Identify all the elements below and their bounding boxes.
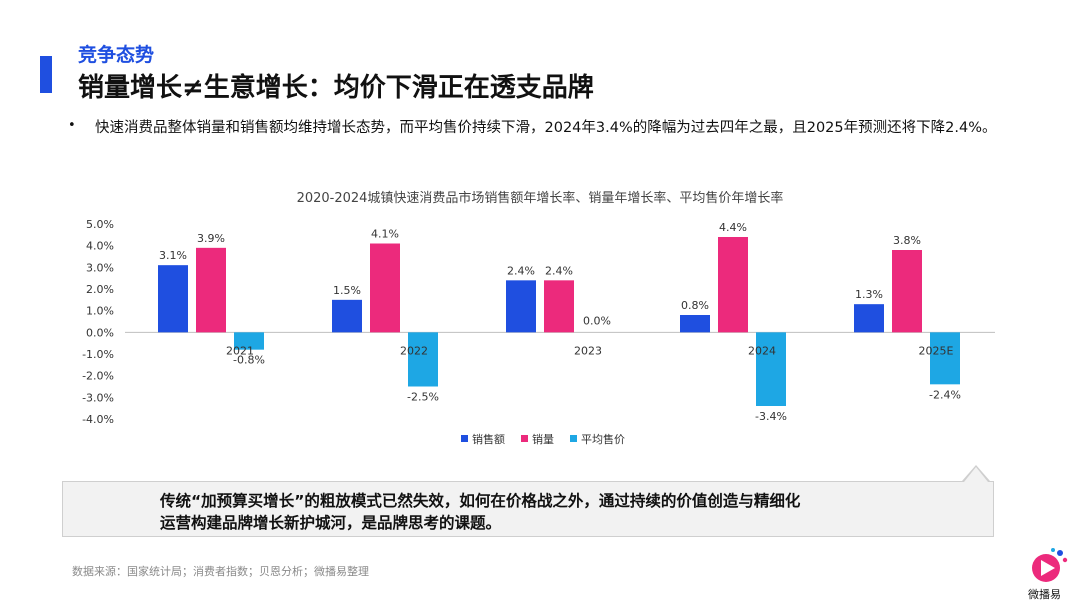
y-tick-label: 5.0%: [86, 218, 114, 231]
callout-notch-fill: [964, 467, 988, 482]
callout-line-1: 传统“加预算买增长”的粗放模式已然失效，如何在价格战之外，通过持续的价值创造与精…: [160, 492, 801, 510]
bar-销售额-2021: [158, 265, 188, 333]
data-label: 1.5%: [333, 284, 361, 297]
data-label: 0.0%: [583, 314, 611, 327]
y-tick-label: -3.0%: [82, 391, 114, 404]
legend-swatch: [570, 435, 577, 442]
x-tick-label: 2025E: [919, 344, 954, 357]
data-label: 3.9%: [197, 232, 225, 245]
bar-销量-2023: [544, 280, 574, 333]
y-tick-label: -1.0%: [82, 348, 114, 361]
data-label: -0.8%: [233, 354, 265, 367]
data-label: 4.1%: [371, 228, 399, 241]
source-note: 数据来源：国家统计局；消费者指数；贝恩分析；微播易整理: [72, 565, 369, 578]
data-label: 4.4%: [719, 221, 747, 234]
logo-text: 微播易: [1028, 588, 1061, 601]
bar-销售额-2024: [680, 315, 710, 333]
logo-icon: [1032, 548, 1068, 582]
legend-swatch: [521, 435, 528, 442]
y-tick-label: -4.0%: [82, 413, 114, 426]
bar-chart: 2020-2024城镇快速消费品市场销售额年增长率、销量年增长率、平均售价年增长…: [82, 190, 995, 446]
data-label: -2.4%: [929, 388, 961, 401]
x-tick-label: 2023: [574, 344, 602, 357]
y-tick-label: 0.0%: [86, 326, 114, 339]
legend-label: 平均售价: [581, 432, 625, 446]
x-tick-label: 2022: [400, 344, 428, 357]
bullet-text: 快速消费品整体销量和销售额均维持增长态势，而平均售价持续下滑，2024年3.4%…: [95, 120, 997, 136]
bar-销售额-2025E: [854, 304, 884, 333]
bar-销量-2025E: [892, 250, 922, 333]
y-tick-label: 2.0%: [86, 283, 114, 296]
legend-swatch: [461, 435, 468, 442]
y-tick-label: 1.0%: [86, 305, 114, 318]
data-label: 1.3%: [855, 288, 883, 301]
x-tick-label: 2024: [748, 344, 776, 357]
legend-label: 销售额: [472, 432, 505, 446]
data-label: 0.8%: [681, 299, 709, 312]
x-tick-label: 2021: [226, 344, 254, 357]
data-label: -3.4%: [755, 410, 787, 423]
y-tick-label: 3.0%: [86, 261, 114, 274]
bar-销量-2024: [718, 237, 748, 333]
y-tick-label: 4.0%: [86, 240, 114, 253]
bar-销售额-2023: [506, 280, 536, 333]
section-label: 竞争态势: [78, 44, 155, 66]
bar-销售额-2022: [332, 299, 362, 333]
data-label: 3.8%: [893, 234, 921, 247]
bullet-dot: •: [68, 118, 76, 133]
bar-平均售价-2024: [756, 332, 786, 406]
data-label: -2.5%: [407, 391, 439, 404]
callout-line-2: 运营构建品牌增长新护城河，是品牌思考的课题。: [160, 514, 502, 532]
bar-平均售价-2021: [234, 332, 264, 350]
bar-销量-2021: [196, 247, 226, 333]
callout-box: [62, 481, 994, 537]
chart-title: 2020-2024城镇快速消费品市场销售额年增长率、销量年增长率、平均售价年增长…: [297, 190, 784, 206]
data-label: 2.4%: [545, 264, 573, 277]
data-label: 2.4%: [507, 264, 535, 277]
bar-平均售价-2022: [408, 332, 438, 387]
bar-平均售价-2025E: [930, 332, 960, 385]
y-tick-label: -2.0%: [82, 370, 114, 383]
page-title: 销量增长≠生意增长：均价下滑正在透支品牌: [78, 73, 594, 103]
callout-text: 传统“加预算买增长”的粗放模式已然失效，如何在价格战之外，通过持续的价值创造与精…: [160, 490, 950, 534]
bar-销量-2022: [370, 243, 400, 333]
data-label: 3.1%: [159, 249, 187, 262]
accent-bar: [40, 56, 52, 93]
legend-label: 销量: [532, 432, 554, 446]
